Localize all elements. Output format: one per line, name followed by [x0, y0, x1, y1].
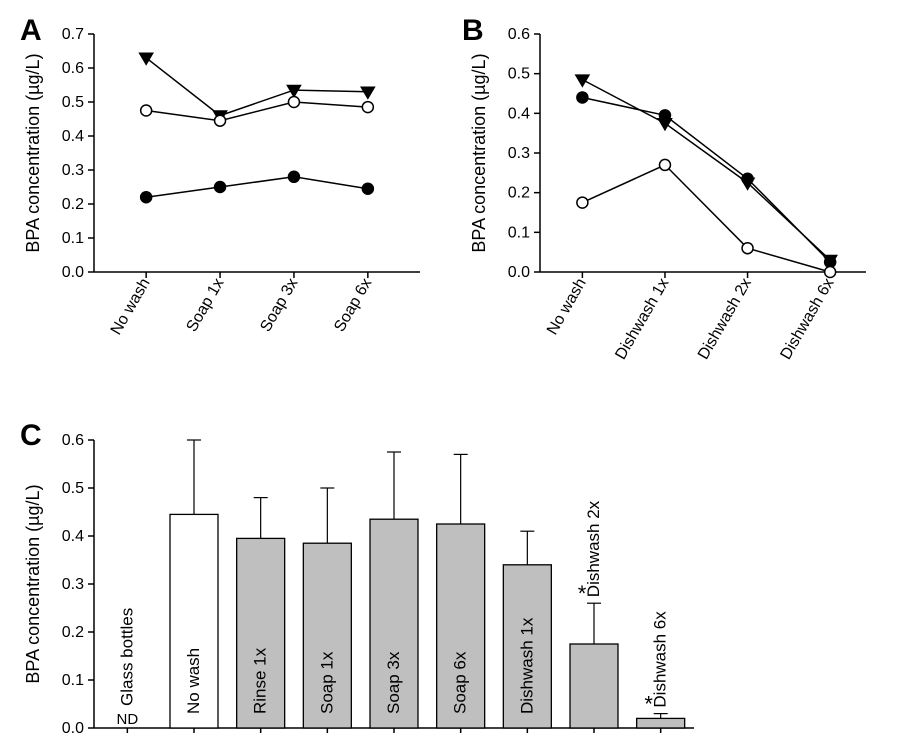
panel-b-xtick: Dishwash 6x	[778, 276, 838, 363]
panel-c-ytick: 0.6	[62, 432, 84, 449]
panel-b-series-line	[582, 80, 830, 260]
panel-a-ytick: 0.1	[62, 230, 84, 247]
panel-a-ytick: 0.3	[62, 162, 84, 179]
panel-c-ytick: 0.1	[62, 672, 84, 689]
panel-a-series-line	[146, 177, 368, 197]
panel-a-ytick: 0.4	[62, 128, 84, 145]
panel-c-star: *	[578, 581, 587, 606]
panel-c-ytick: 0.4	[62, 528, 84, 545]
panel-c-bar-label: No wash	[184, 648, 203, 714]
panel-b-series-line	[582, 97, 830, 262]
panel-c-bar-label: Soap 3x	[384, 651, 403, 714]
panel-c-ytick: 0.5	[62, 480, 84, 497]
panel-b-ytick: 0.6	[508, 26, 530, 43]
panel-a-series-line	[146, 58, 368, 116]
panel-c-ytick: 0.0	[62, 720, 84, 737]
panel-a-ylabel: BPA concentration (µg/L)	[23, 53, 43, 252]
panel-c-bar-label: Dishwash 2x	[584, 500, 603, 597]
panel-a-label: A	[20, 14, 42, 47]
panel-c-ytick: 0.2	[62, 624, 84, 641]
panel-c-bar-label: Dishwash 1x	[517, 617, 536, 714]
panel-c-bar	[637, 718, 685, 728]
panel-b: B 0.0 0.1 0.2 0.3 0.4 0.5 0.6 No wash Dishwash 1x…	[462, 14, 866, 363]
panel-a-xtick: Soap 1x	[183, 276, 227, 335]
panel-b-ytick: 0.0	[508, 264, 530, 281]
panel-a-xtick: No wash	[108, 276, 154, 338]
panel-a-ytick: 0.7	[62, 26, 84, 43]
panel-c-bar-label: Rinse 1x	[251, 647, 270, 714]
panel-a-xtick: Soap 6x	[331, 276, 375, 335]
panel-c: C 0.0 0.1 0.2 0.3 0.4 0.5 0.6 BPA concentration …	[20, 419, 694, 737]
panel-c-bar-label: Glass bottles	[117, 608, 136, 706]
panel-b-xtick: Dishwash 1x	[612, 276, 672, 363]
panel-a-ytick: 0.2	[62, 196, 84, 213]
panel-b-ytick: 0.3	[508, 145, 530, 162]
panel-a-ytick: 0.0	[62, 264, 84, 281]
panel-c-nd-text: ND	[116, 711, 138, 728]
panel-c-ylabel: BPA concentration (µg/L)	[23, 484, 43, 683]
panel-b-ylabel: BPA concentration (µg/L)	[469, 53, 489, 252]
panel-a-series-line	[146, 102, 368, 121]
panel-c-bar-label: Soap 1x	[317, 651, 336, 714]
panel-b-xtick: Dishwash 2x	[695, 276, 755, 363]
panel-a-ytick: 0.5	[62, 94, 84, 111]
panel-a-xtick: Soap 3x	[257, 276, 301, 335]
panel-b-ytick: 0.1	[508, 224, 530, 241]
panel-b-ytick: 0.2	[508, 185, 530, 202]
panel-b-ytick: 0.4	[508, 105, 530, 122]
panel-b-xtick: No wash	[544, 276, 590, 338]
panel-a-ytick: 0.6	[62, 60, 84, 77]
panel-b-label: B	[462, 14, 484, 47]
panel-b-ytick: 0.5	[508, 66, 530, 83]
panel-c-bar-label: Soap 6x	[451, 651, 470, 714]
panel-c-bar-label: Dishwash 6x	[651, 611, 670, 708]
panel-c-bar	[570, 644, 618, 728]
panel-c-label: C	[20, 419, 42, 452]
panel-a: A 0.0 0.1 0.2 0.3 0.4 0.5 0.6 0.7 No wash Soap 1x S…	[20, 14, 420, 338]
panel-c-ytick: 0.3	[62, 576, 84, 593]
panel-c-star: *	[644, 692, 653, 717]
panel-b-series-line	[582, 165, 830, 272]
